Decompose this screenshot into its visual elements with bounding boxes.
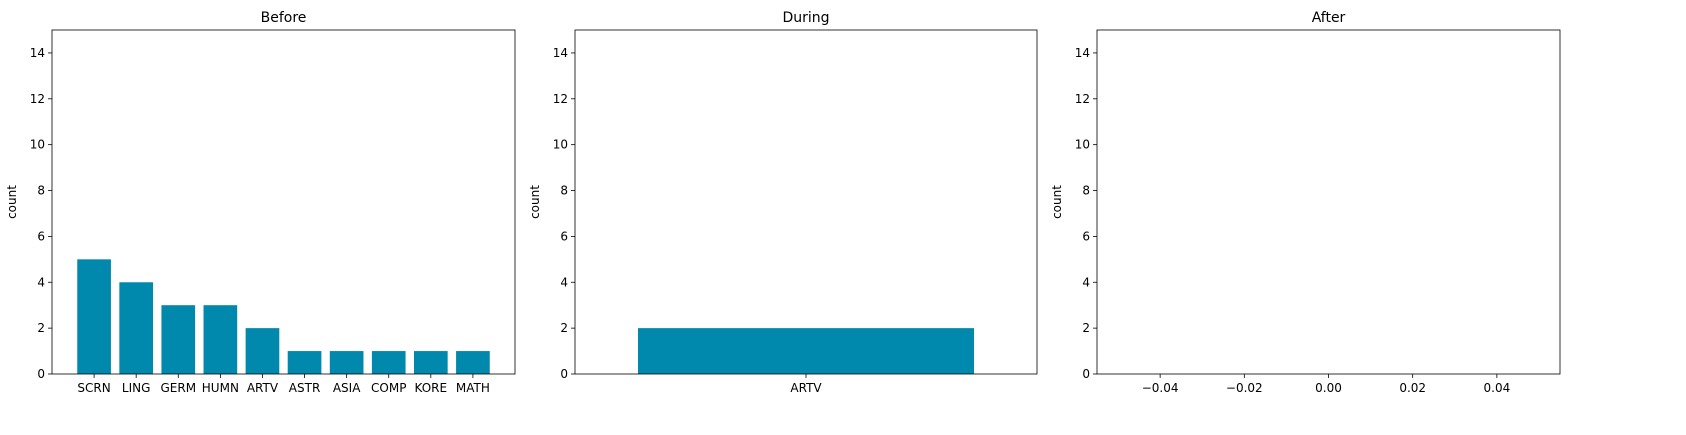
chart-title: During bbox=[782, 10, 829, 26]
x-tick-label: ASTR bbox=[289, 381, 321, 395]
x-tick-label: SCRN bbox=[77, 381, 110, 395]
y-tick-label: 10 bbox=[30, 138, 45, 152]
x-tick-label: GERM bbox=[160, 381, 196, 395]
y-axis-label: count bbox=[1050, 185, 1064, 219]
chart-title: Before bbox=[261, 10, 307, 26]
y-tick-label: 2 bbox=[560, 321, 568, 335]
bar-artv bbox=[638, 328, 974, 374]
bar-asia bbox=[329, 351, 364, 374]
y-tick-label: 12 bbox=[1075, 92, 1090, 106]
x-tick-label: 0.04 bbox=[1484, 381, 1511, 395]
y-tick-label: 8 bbox=[1082, 184, 1090, 198]
y-tick-label: 4 bbox=[1082, 275, 1090, 289]
bar-artv bbox=[245, 328, 280, 374]
y-tick-label: 10 bbox=[1075, 138, 1090, 152]
x-tick-label: LING bbox=[122, 381, 151, 395]
bar-math bbox=[456, 351, 490, 374]
y-tick-label: 4 bbox=[37, 275, 45, 289]
bar-kore bbox=[413, 351, 448, 374]
y-tick-label: 2 bbox=[1082, 321, 1090, 335]
y-tick-label: 0 bbox=[37, 367, 45, 381]
plot-frame bbox=[51, 29, 516, 375]
y-axis-label: count bbox=[5, 185, 19, 219]
bar-germ bbox=[161, 305, 196, 374]
y-tick-label: 14 bbox=[553, 46, 568, 60]
y-tick-label: 6 bbox=[1082, 229, 1090, 243]
y-axis-label: count bbox=[528, 185, 542, 219]
chart-panel-3: After count −0.04 −0.02 0.00 0.02 0.04 0 2 4 6 8 10 1… bbox=[1050, 10, 1561, 395]
x-tick-label: MATH bbox=[456, 381, 490, 395]
y-tick-label: 10 bbox=[553, 138, 568, 152]
y-tick-label: 4 bbox=[560, 275, 568, 289]
y-tick-label: 8 bbox=[37, 184, 45, 198]
y-tick-label: 8 bbox=[560, 184, 568, 198]
x-tick-label: ARTV bbox=[247, 381, 279, 395]
x-tick-label: −0.04 bbox=[1142, 381, 1179, 395]
y-tick-label: 14 bbox=[30, 46, 45, 60]
y-tick-label: 0 bbox=[560, 367, 568, 381]
y-tick-label: 2 bbox=[37, 321, 45, 335]
x-tick-label: ARTV bbox=[790, 381, 822, 395]
x-tick-label: COMP bbox=[371, 381, 406, 395]
x-tick-label: −0.02 bbox=[1226, 381, 1263, 395]
y-tick-label: 0 bbox=[1082, 367, 1090, 381]
y-tick-label: 6 bbox=[37, 229, 45, 243]
x-tick-label: HUMN bbox=[202, 381, 239, 395]
bar-astr bbox=[287, 351, 322, 374]
x-tick-label: KORE bbox=[415, 381, 448, 395]
bar-humn bbox=[203, 305, 238, 374]
x-tick-label: ASIA bbox=[333, 381, 361, 395]
y-tick-label: 14 bbox=[1075, 46, 1090, 60]
bar-comp bbox=[371, 351, 406, 374]
x-tick-label: 0.00 bbox=[1315, 381, 1342, 395]
y-tick-label: 12 bbox=[553, 92, 568, 106]
chart-title: After bbox=[1312, 10, 1346, 26]
y-tick-label: 12 bbox=[30, 92, 45, 106]
bar-scrn bbox=[77, 259, 111, 374]
plot-frame bbox=[574, 29, 1038, 375]
x-tick-label: 0.02 bbox=[1399, 381, 1426, 395]
chart-panel-1: Before count SCRN LING GERM HUMN ARTV ASTR ASIA C… bbox=[5, 10, 516, 395]
chart-panel-2: During count ARTV 0 2 4 6 8 10 12 14 bbox=[528, 10, 1038, 395]
plot-frame bbox=[1096, 29, 1561, 375]
bar-ling bbox=[119, 282, 154, 374]
y-tick-label: 6 bbox=[560, 229, 568, 243]
